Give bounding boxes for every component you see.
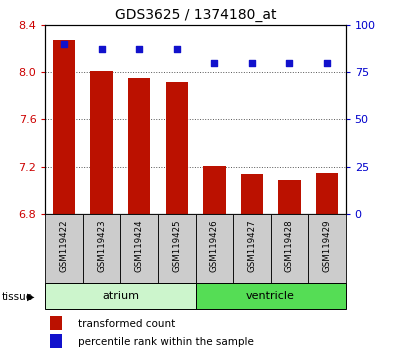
Bar xyxy=(166,81,188,214)
Point xyxy=(99,47,105,52)
Text: tissue: tissue xyxy=(2,292,33,302)
Text: percentile rank within the sample: percentile rank within the sample xyxy=(78,337,254,347)
Text: atrium: atrium xyxy=(102,291,139,301)
Point xyxy=(324,60,330,65)
Text: GSM119427: GSM119427 xyxy=(247,220,256,272)
Text: GSM119422: GSM119422 xyxy=(60,220,69,272)
Title: GDS3625 / 1374180_at: GDS3625 / 1374180_at xyxy=(115,8,276,22)
Point xyxy=(136,47,143,52)
Text: GSM119426: GSM119426 xyxy=(210,220,219,272)
Bar xyxy=(271,214,308,283)
Bar xyxy=(83,214,120,283)
Bar xyxy=(241,174,263,214)
Text: ventricle: ventricle xyxy=(246,291,295,301)
Point xyxy=(61,41,67,46)
Bar xyxy=(316,173,338,214)
Text: ▶: ▶ xyxy=(27,292,34,302)
Text: GSM119424: GSM119424 xyxy=(135,220,144,272)
Bar xyxy=(308,214,346,283)
Bar xyxy=(90,71,113,214)
Bar xyxy=(233,214,271,283)
Text: transformed count: transformed count xyxy=(78,319,175,329)
Bar xyxy=(45,283,196,309)
Bar xyxy=(45,214,83,283)
Bar xyxy=(203,166,226,214)
Bar xyxy=(53,40,75,214)
Bar xyxy=(278,180,301,214)
Point xyxy=(249,60,255,65)
Text: GSM119423: GSM119423 xyxy=(97,220,106,272)
Bar xyxy=(128,78,150,214)
Point xyxy=(173,47,180,52)
Bar xyxy=(50,334,62,348)
Point xyxy=(286,60,292,65)
Bar xyxy=(120,214,158,283)
Point xyxy=(211,60,217,65)
Text: GSM119425: GSM119425 xyxy=(172,220,181,272)
Bar xyxy=(158,214,196,283)
Bar xyxy=(196,214,233,283)
Text: GSM119429: GSM119429 xyxy=(322,220,331,272)
Text: GSM119428: GSM119428 xyxy=(285,220,294,272)
Bar xyxy=(50,316,62,330)
Bar xyxy=(196,283,346,309)
